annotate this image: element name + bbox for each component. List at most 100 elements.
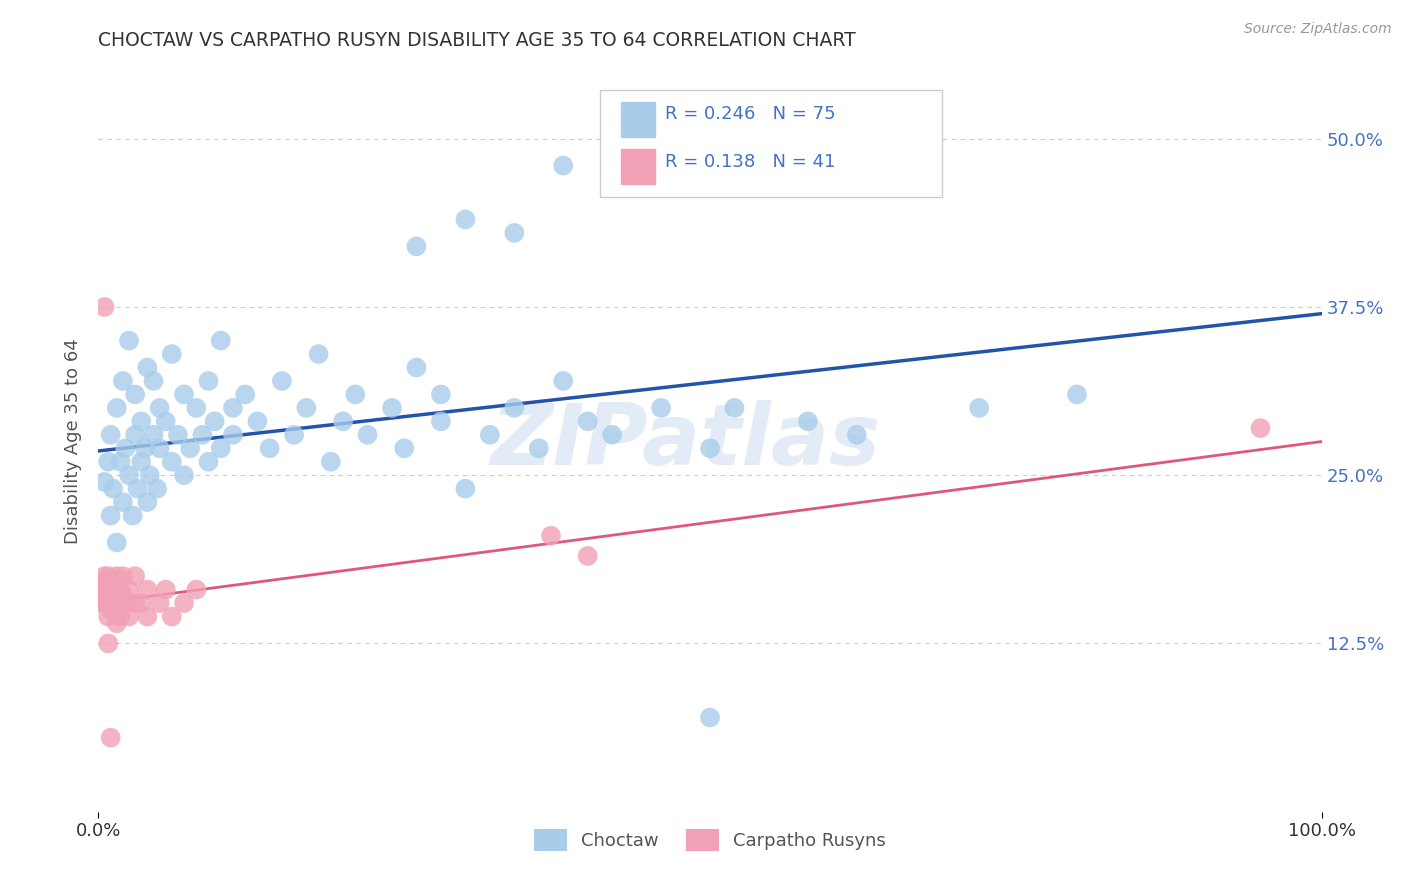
Point (100, 575, 122, 590)
Point (129, 455, 152, 469)
Point (699, 710, 721, 724)
Point (160, 455, 183, 469)
Point (93, 569, 115, 583)
Point (101, 482, 124, 496)
Point (97, 609, 120, 624)
Point (209, 442, 232, 456)
Point (104, 582, 127, 597)
Point (173, 596, 195, 610)
Point (97, 636, 120, 650)
Point (110, 582, 132, 597)
Text: R = 0.246   N = 75: R = 0.246 N = 75 (665, 104, 835, 122)
Point (118, 582, 141, 597)
Point (283, 427, 305, 442)
Point (454, 212, 477, 227)
Point (1066, 387, 1088, 401)
Point (430, 387, 453, 401)
Point (110, 455, 132, 469)
Point (118, 468, 141, 483)
Point (167, 427, 190, 442)
Point (503, 401, 526, 415)
Point (295, 401, 318, 415)
Point (149, 401, 172, 415)
Point (136, 495, 159, 509)
Point (134, 442, 156, 456)
Point (100, 731, 122, 745)
Point (259, 442, 281, 456)
Point (149, 442, 172, 456)
Point (155, 414, 177, 428)
Point (100, 603, 122, 617)
Point (204, 414, 226, 428)
Point (797, 414, 820, 428)
Point (197, 455, 219, 469)
Point (146, 482, 169, 496)
Point (111, 374, 134, 388)
Point (173, 468, 195, 483)
Point (114, 442, 136, 456)
Point (124, 427, 146, 442)
Point (139, 468, 162, 483)
Point (96, 582, 118, 597)
Text: ZIPatlas: ZIPatlas (491, 400, 880, 483)
Text: R = 0.138   N = 41: R = 0.138 N = 41 (665, 153, 835, 170)
Point (124, 569, 146, 583)
Bar (620, 103, 655, 136)
Point (105, 535, 128, 549)
Text: CHOCTAW VS CARPATHO RUSYN DISABILITY AGE 35 TO 64 CORRELATION CHART: CHOCTAW VS CARPATHO RUSYN DISABILITY AGE… (98, 31, 856, 50)
Point (344, 387, 367, 401)
Point (111, 495, 134, 509)
Point (107, 596, 129, 610)
Point (191, 427, 214, 442)
Point (233, 387, 256, 401)
Point (118, 609, 141, 624)
Bar (620, 150, 655, 184)
Point (149, 596, 172, 610)
Text: Source: ZipAtlas.com: Source: ZipAtlas.com (1244, 22, 1392, 37)
Point (114, 596, 136, 610)
Point (111, 569, 134, 583)
Point (454, 482, 477, 496)
Point (186, 582, 208, 597)
Point (118, 334, 141, 348)
Point (93, 300, 115, 314)
Point (111, 590, 134, 604)
Point (723, 401, 745, 415)
Point (94, 596, 117, 610)
Point (430, 414, 453, 428)
Point (527, 442, 550, 456)
Point (246, 414, 269, 428)
Point (179, 442, 201, 456)
Point (90, 596, 112, 610)
Point (699, 442, 721, 456)
Point (142, 374, 165, 388)
Point (197, 374, 219, 388)
Point (222, 427, 245, 442)
Point (160, 609, 183, 624)
Point (553, 159, 575, 173)
Point (98, 596, 121, 610)
Point (127, 482, 149, 496)
Point (576, 414, 599, 428)
Point (650, 401, 672, 415)
Point (392, 442, 416, 456)
Point (97, 569, 120, 583)
Point (155, 582, 177, 597)
Point (540, 529, 562, 543)
Point (967, 401, 990, 415)
Point (100, 508, 122, 523)
Point (100, 427, 122, 442)
Point (121, 508, 143, 523)
Point (308, 347, 330, 361)
Point (405, 360, 427, 375)
Point (105, 616, 128, 631)
Point (173, 387, 195, 401)
Point (129, 596, 152, 610)
Point (553, 374, 575, 388)
Point (93, 475, 115, 489)
Point (93, 590, 115, 604)
FancyBboxPatch shape (600, 90, 942, 197)
Point (186, 401, 208, 415)
Point (576, 549, 599, 563)
Point (160, 347, 183, 361)
